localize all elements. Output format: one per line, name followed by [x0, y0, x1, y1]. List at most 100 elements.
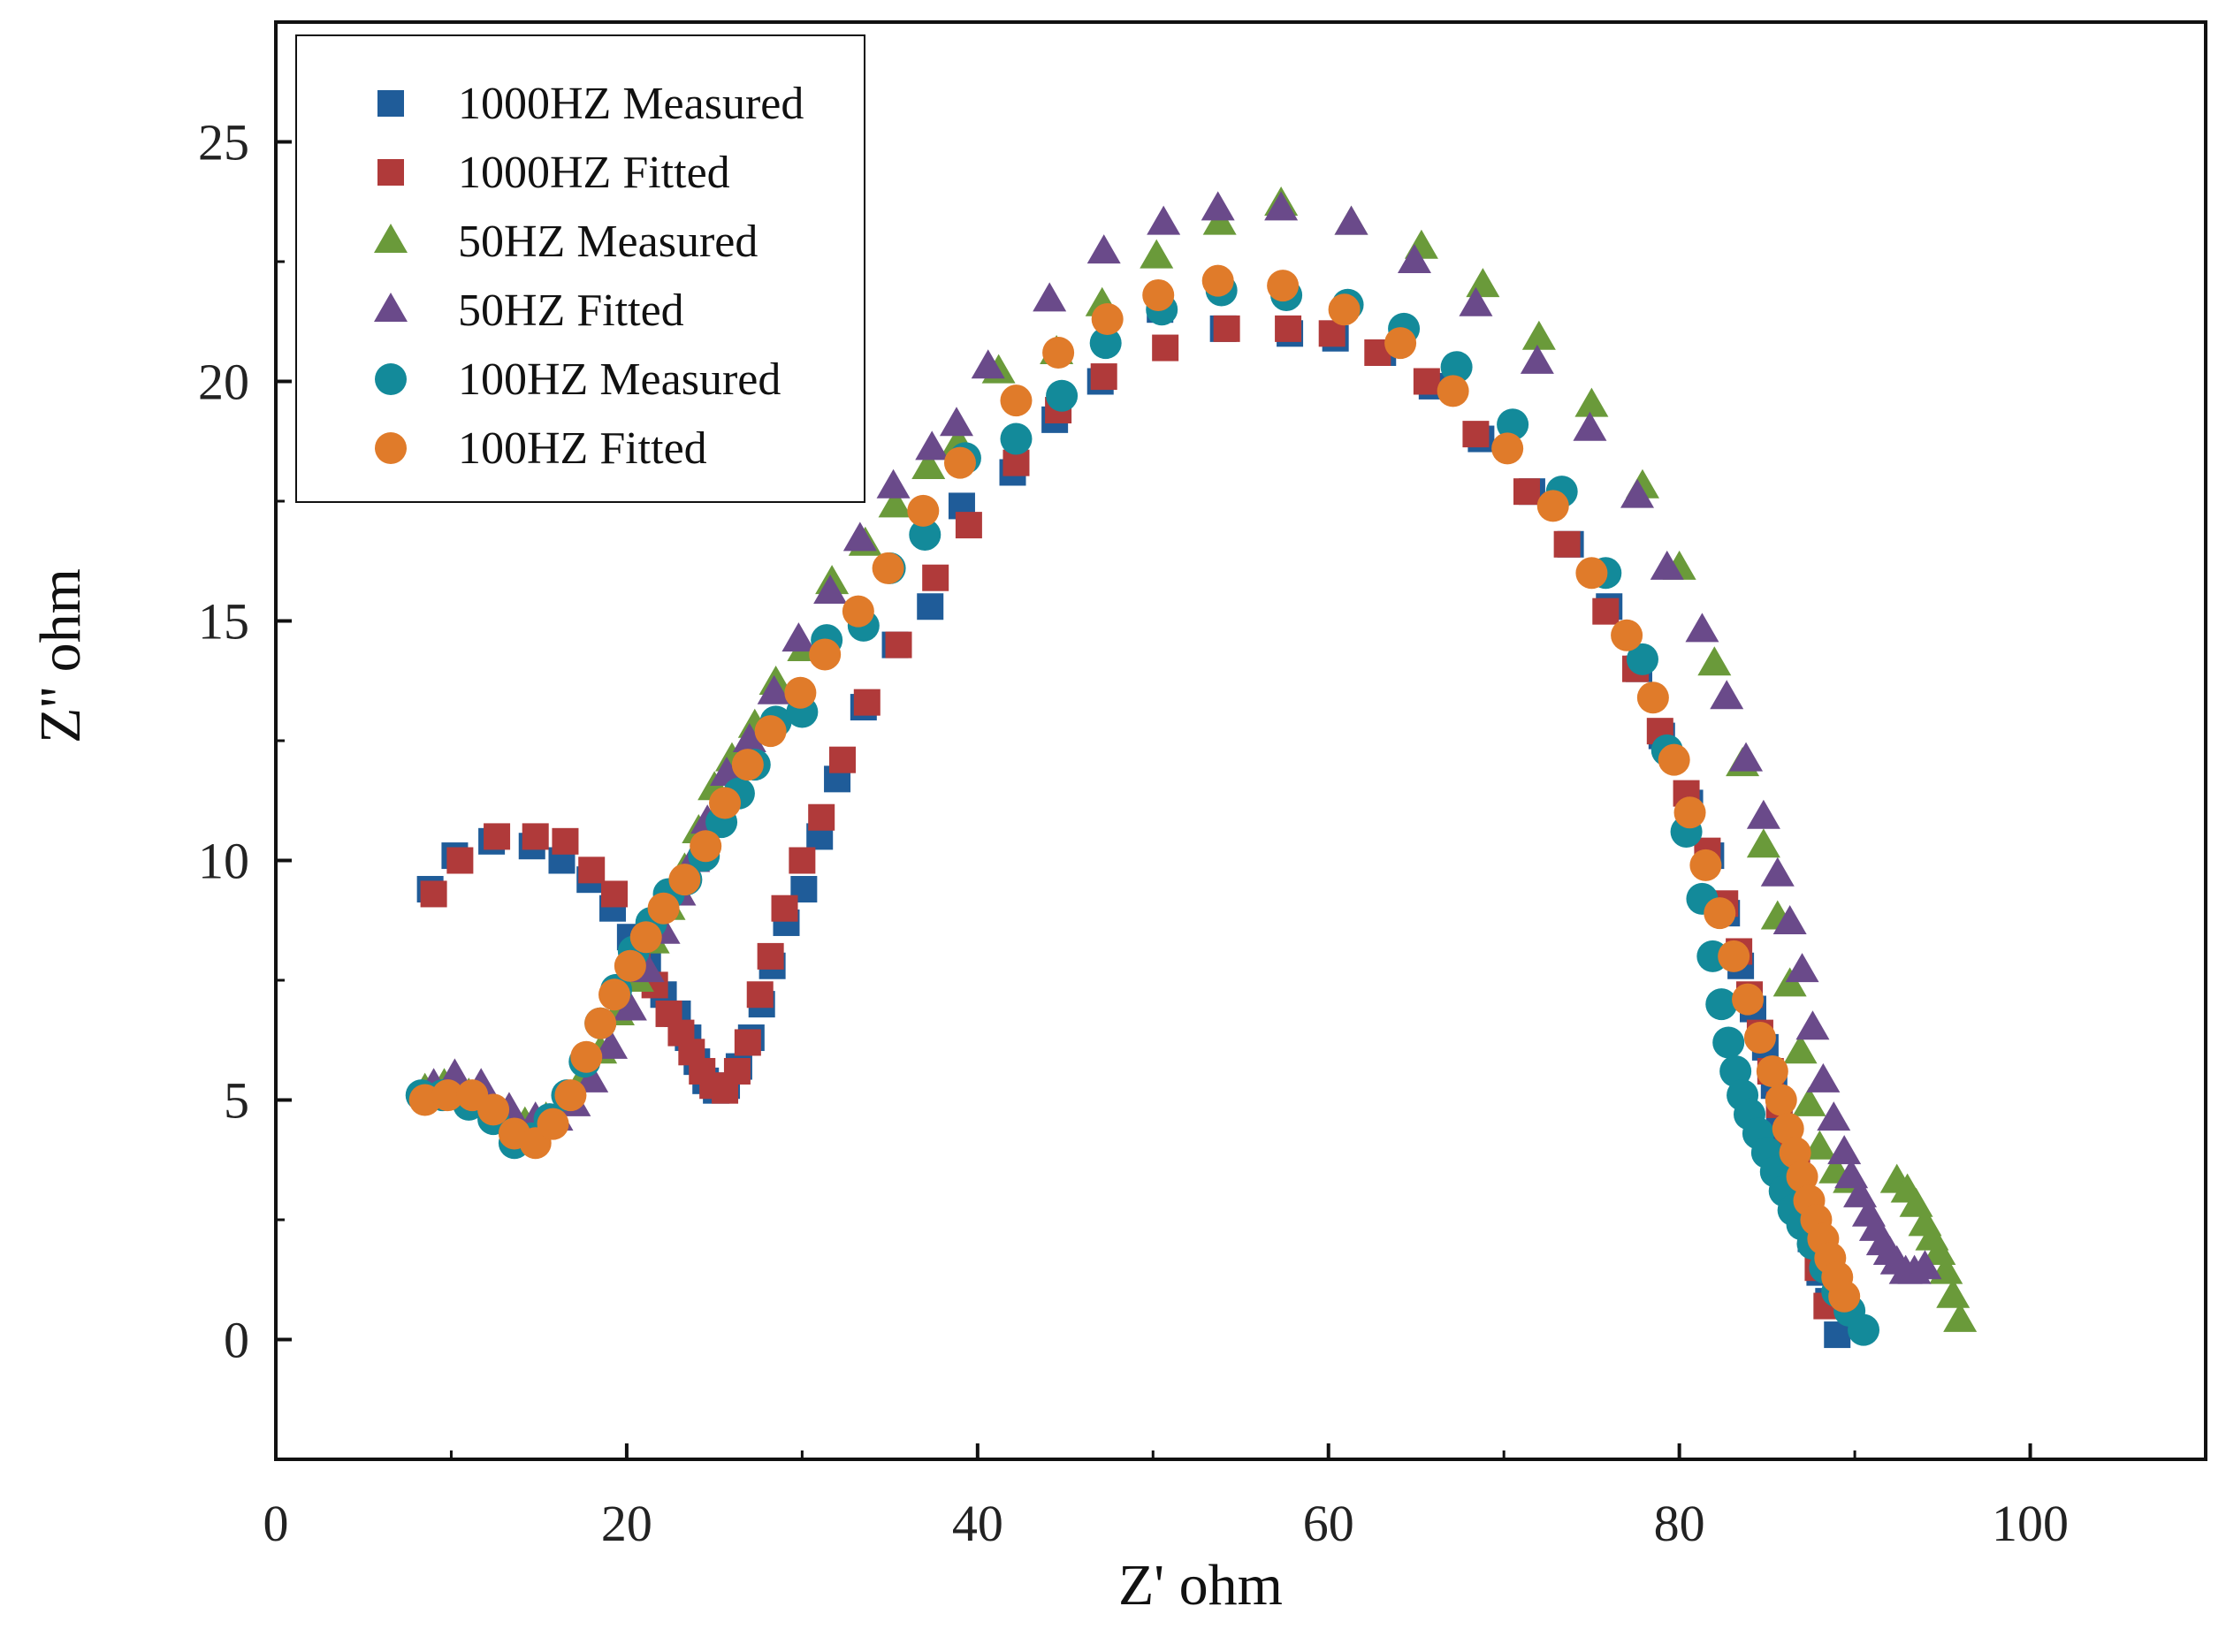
y-tick-label: 10 — [198, 833, 249, 890]
data-point — [1718, 940, 1750, 972]
data-point — [584, 1007, 617, 1039]
y-tick-label: 25 — [198, 114, 249, 171]
legend-marker — [377, 90, 404, 117]
legend-marker — [374, 224, 408, 253]
data-point — [1521, 320, 1556, 350]
data-point — [1673, 796, 1706, 829]
data-point — [885, 631, 912, 659]
data-point — [1334, 205, 1368, 235]
data-point — [570, 1040, 603, 1073]
data-point — [1086, 234, 1121, 264]
data-point — [1147, 205, 1181, 235]
data-point — [955, 512, 982, 539]
axis-ticks: 0 20 40 60 80 100 0 5 10 15 20 25 — [198, 20, 2069, 1552]
data-point — [431, 1079, 464, 1112]
x-tick-label: 40 — [952, 1495, 1003, 1552]
y-tick-label: 5 — [224, 1072, 249, 1130]
data-point — [1848, 1313, 1880, 1346]
data-point — [1658, 743, 1690, 776]
legend-label: 50HZ Measured — [458, 217, 758, 267]
data-point — [1765, 1084, 1797, 1116]
data-point — [575, 1062, 609, 1092]
data-point — [484, 823, 511, 850]
data-point — [872, 552, 904, 584]
data-point — [1201, 191, 1235, 221]
data-point — [1264, 191, 1299, 221]
data-point — [477, 1093, 510, 1126]
data-point — [1827, 1135, 1862, 1165]
data-point — [1732, 983, 1765, 1016]
legend-label: 50HZ Fitted — [458, 285, 684, 336]
data-point — [1772, 904, 1807, 934]
data-point — [1779, 1137, 1811, 1169]
data-point — [746, 981, 774, 1009]
data-point — [1042, 336, 1075, 369]
data-point — [829, 746, 857, 773]
data-point — [1685, 613, 1719, 643]
legend-label: 100HZ Measured — [458, 354, 781, 405]
data-point — [647, 892, 680, 925]
data-point — [813, 574, 848, 604]
data-point — [1795, 1010, 1830, 1040]
data-point — [1689, 849, 1722, 881]
data-point — [1772, 1113, 1804, 1146]
data-point — [1611, 619, 1643, 651]
data-point — [1729, 742, 1764, 772]
data-point — [1785, 953, 1819, 983]
data-point — [808, 803, 835, 831]
data-point — [1397, 244, 1431, 273]
data-point — [613, 991, 647, 1021]
data-point — [1046, 379, 1079, 412]
data-point — [1574, 387, 1609, 417]
y-tick-label: 20 — [198, 354, 249, 411]
data-point — [1437, 375, 1469, 407]
data-point — [789, 847, 816, 874]
data-point — [1792, 1086, 1826, 1116]
data-point — [1140, 239, 1174, 269]
data-point — [771, 895, 798, 922]
data-point — [1786, 1161, 1818, 1193]
data-point — [522, 823, 549, 850]
data-point — [1091, 303, 1124, 336]
x-axis-title: Z' ohm — [1118, 1553, 1283, 1618]
data-point — [731, 749, 764, 781]
data-point — [1650, 550, 1684, 580]
data-point — [809, 638, 842, 671]
data-point — [1756, 1054, 1788, 1087]
data-point — [1746, 828, 1780, 858]
data-point — [940, 407, 974, 437]
data-point — [915, 430, 949, 461]
data-point — [1440, 351, 1473, 384]
data-point — [723, 1057, 751, 1085]
x-tick-label: 60 — [1303, 1495, 1354, 1552]
data-point — [598, 978, 631, 1011]
x-tick-label: 80 — [1654, 1495, 1705, 1552]
data-point — [1719, 1054, 1752, 1087]
data-point — [1943, 1302, 1978, 1332]
data-point — [594, 1029, 629, 1059]
data-point — [1743, 1022, 1776, 1054]
data-point — [690, 830, 722, 863]
data-point — [1553, 530, 1581, 558]
data-point — [1000, 423, 1033, 455]
data-markers — [405, 186, 1978, 1349]
data-point — [629, 921, 662, 954]
data-point — [1575, 557, 1608, 590]
data-point — [842, 595, 874, 628]
data-point — [1817, 1101, 1851, 1131]
data-point — [781, 622, 816, 652]
data-point — [853, 689, 880, 716]
legend-marker — [375, 432, 407, 464]
data-point — [1089, 327, 1122, 360]
data-point — [842, 521, 877, 552]
y-tick-label: 0 — [224, 1312, 249, 1369]
data-point — [1806, 1062, 1841, 1092]
x-tick-label: 100 — [1992, 1495, 2069, 1552]
data-point — [709, 787, 742, 819]
data-point — [1513, 478, 1540, 506]
data-point — [1803, 1130, 1837, 1160]
data-point — [1090, 363, 1117, 391]
data-point — [601, 880, 629, 908]
data-point — [757, 942, 784, 970]
data-point — [1152, 334, 1179, 362]
